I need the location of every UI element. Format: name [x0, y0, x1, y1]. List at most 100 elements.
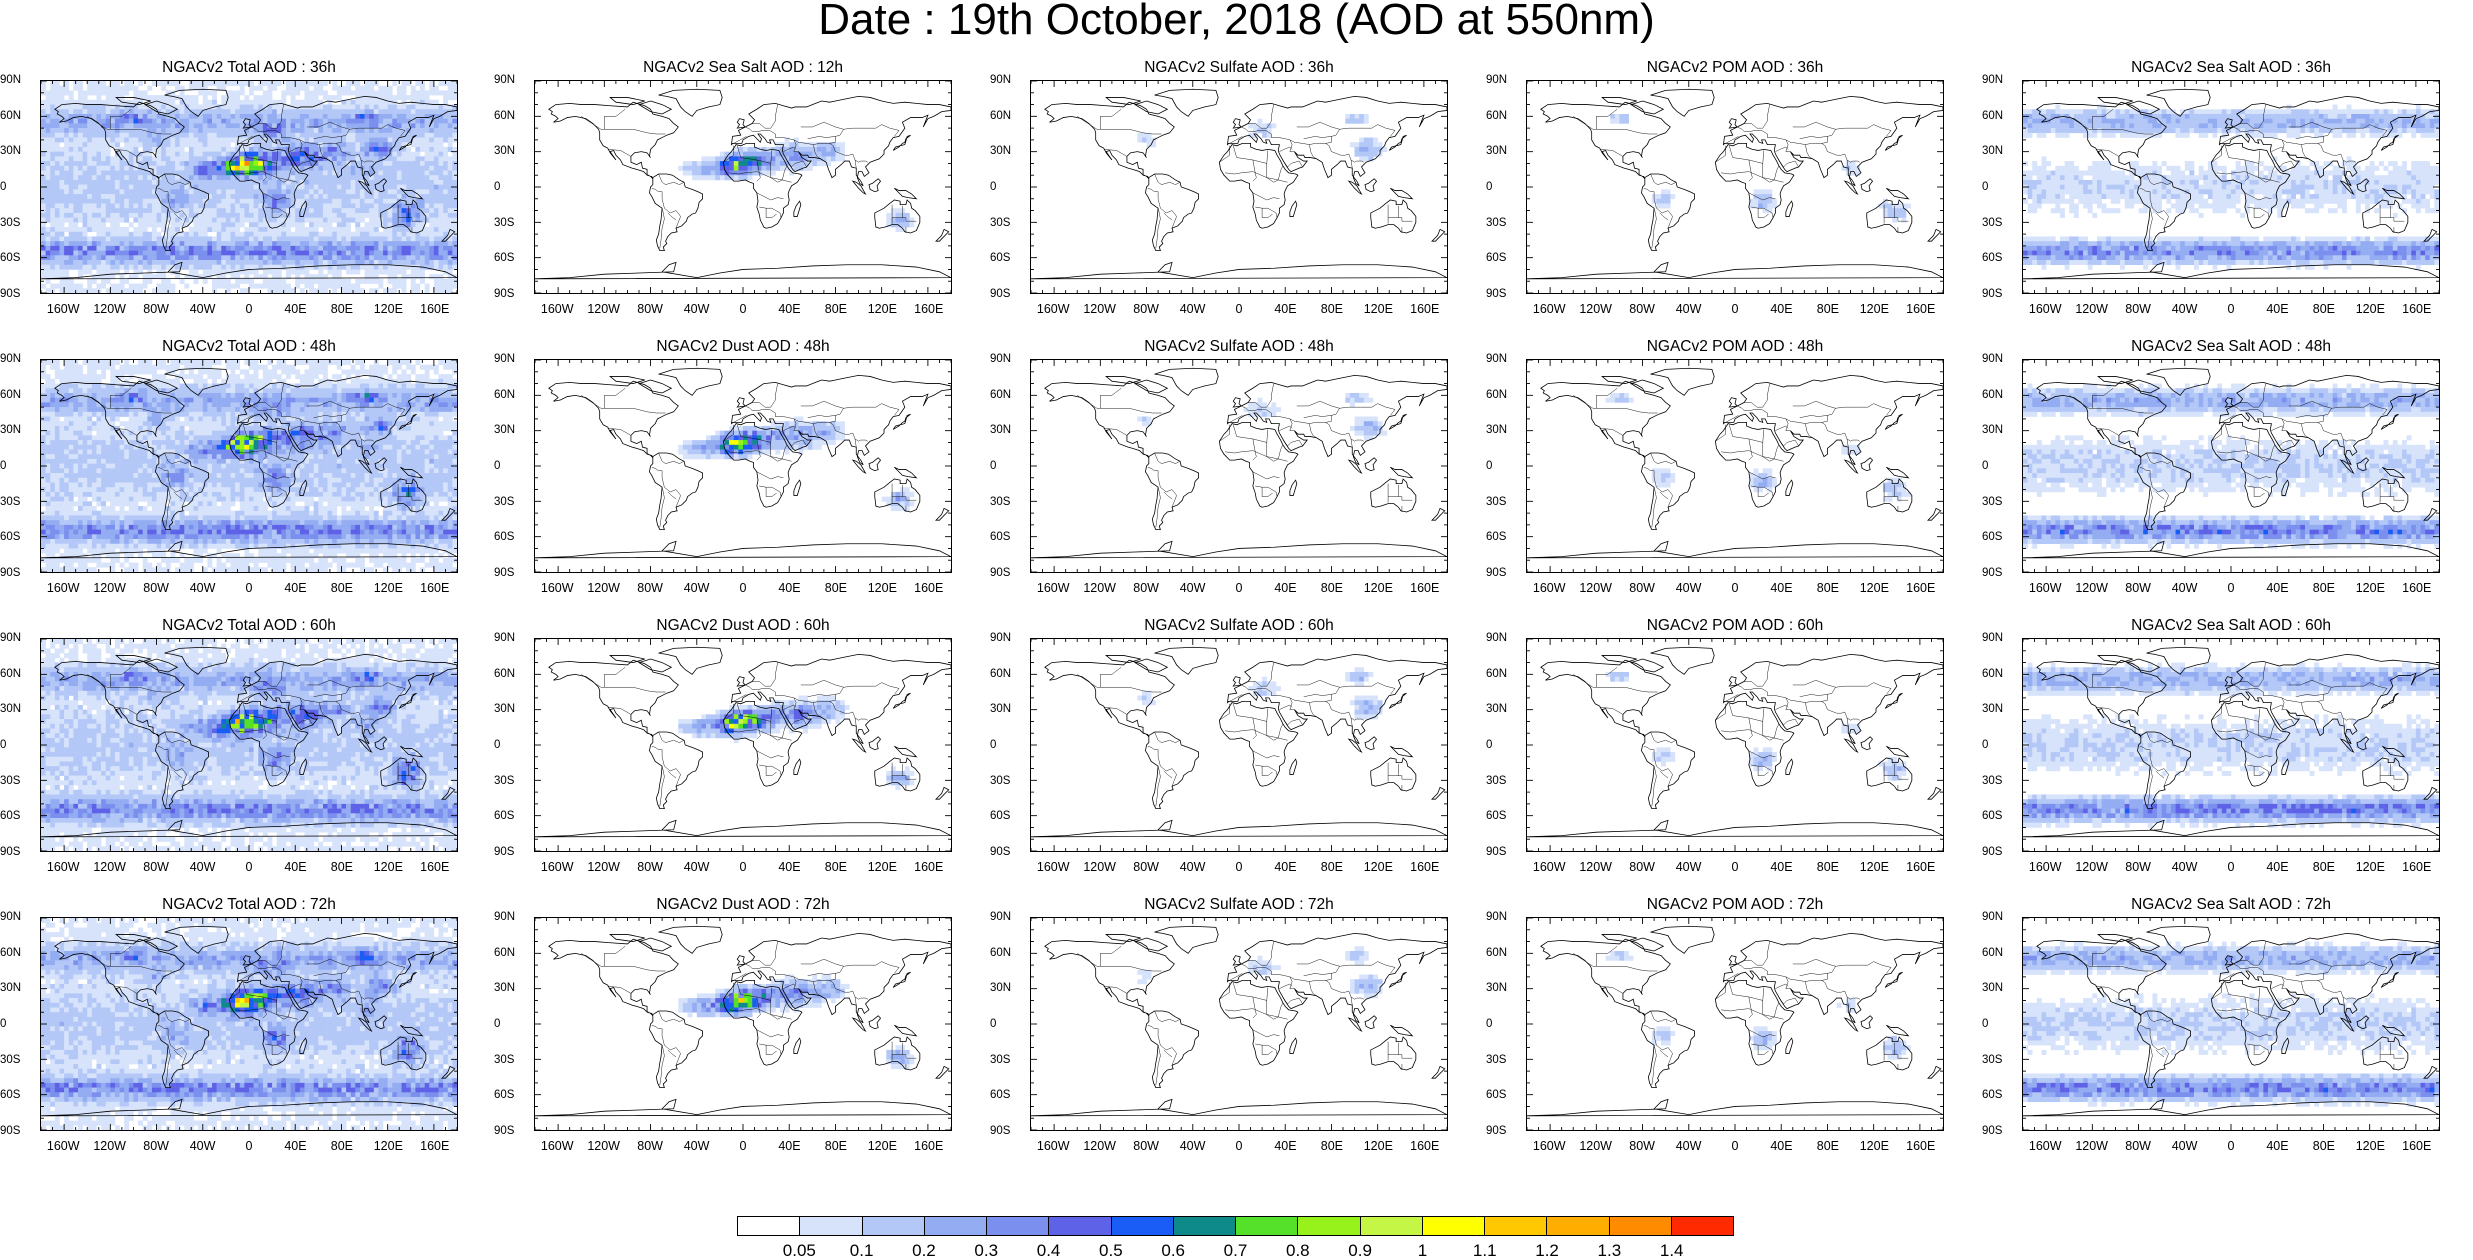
- lat-tick-label: 30S: [494, 217, 514, 229]
- lat-tick-label: 0: [990, 1018, 1010, 1030]
- lat-tick-label: 30N: [1982, 424, 2003, 436]
- lat-tick-label: 90N: [0, 353, 21, 365]
- lon-tick-label: 120W: [1574, 1139, 1618, 1153]
- colorbar-swatch: [1049, 1217, 1112, 1235]
- lat-tick-label: 90N: [0, 74, 21, 86]
- map-panel: NGACv2 Sulfate AOD : 36h 90N 60N 30N 0 30S 60S…: [990, 58, 1448, 318]
- lon-tick-label: 40W: [1667, 581, 1711, 595]
- colorbar-swatch: [1173, 1217, 1236, 1235]
- lon-tick-label: 160E: [2395, 581, 2439, 595]
- lon-tick-label: 160E: [907, 302, 951, 316]
- aod-field: [1605, 392, 1911, 502]
- lat-tick-label: 60N: [990, 668, 1011, 680]
- map-plot: [1030, 80, 1448, 294]
- aod-field: [2023, 383, 2439, 549]
- lon-tick-label: 0: [227, 860, 271, 874]
- colorbar-swatch: [862, 1217, 925, 1235]
- colorbar-level-label: 0.3: [966, 1242, 1006, 1260]
- panel-title: NGACv2 Sea Salt AOD : 36h: [2022, 58, 2440, 78]
- coastlines: [535, 88, 951, 280]
- country-borders: [1077, 104, 1413, 249]
- lat-tick-label: 60S: [1486, 1089, 1506, 1101]
- lon-tick-label: 160E: [2395, 302, 2439, 316]
- lon-tick-label: 80E: [2302, 860, 2346, 874]
- lat-tick-label: 90N: [990, 353, 1011, 365]
- map-panel: NGACv2 Sulfate AOD : 48h 90N 60N 30N 0 30S 60S…: [990, 337, 1448, 597]
- lon-tick-label: 40E: [1263, 860, 1307, 874]
- map-panel: NGACv2 Sea Salt AOD : 60h 90N 60N 30N 0 30S 60…: [1982, 616, 2440, 876]
- lat-tick-label: 60S: [0, 252, 20, 264]
- lon-tick-label: 40W: [181, 302, 225, 316]
- map-plot: [534, 80, 952, 294]
- lat-tick-label: 30S: [1982, 496, 2002, 508]
- map-plot: [2022, 917, 2440, 1131]
- lon-tick-label: 0: [721, 581, 765, 595]
- lon-tick-label: 40W: [2163, 581, 2207, 595]
- aod-map: [1031, 81, 1447, 293]
- map-panel: NGACv2 Total AOD : 48h 90N 60N 30N 0 30S 60S 90…: [0, 337, 458, 597]
- panel-title: NGACv2 Sea Salt AOD : 48h: [2022, 337, 2440, 357]
- lon-tick-label: 80W: [2116, 1139, 2160, 1153]
- lat-tick-label: 60S: [494, 531, 514, 543]
- lon-tick-label: 120W: [88, 860, 132, 874]
- lon-tick-label: 120W: [1574, 581, 1618, 595]
- lat-tick-label: 90S: [990, 846, 1010, 858]
- lat-tick-label: 90S: [990, 1125, 1010, 1137]
- lon-tick-label: 80W: [1124, 1139, 1168, 1153]
- aod-field: [2023, 104, 2439, 270]
- lon-tick-label: 160W: [2023, 581, 2067, 595]
- lon-tick-label: 120E: [1852, 1139, 1896, 1153]
- lon-tick-label: 40E: [767, 581, 811, 595]
- colorbar-level-label: 1.3: [1589, 1242, 1629, 1260]
- lon-tick-label: 160E: [1899, 860, 1943, 874]
- map-panel: NGACv2 Total AOD : 60h 90N 60N 30N 0 30S 60S 90…: [0, 616, 458, 876]
- lat-tick-label: 60N: [0, 668, 21, 680]
- lat-tick-label: 60S: [1982, 1089, 2002, 1101]
- aod-map: [1031, 360, 1447, 572]
- aod-field: [41, 81, 457, 293]
- lon-tick-label: 120W: [2070, 581, 2114, 595]
- lon-tick-label: 0: [721, 302, 765, 316]
- lat-tick-label: 30N: [1486, 703, 1507, 715]
- lat-tick-label: 30N: [990, 424, 1011, 436]
- lon-tick-label: 40E: [1759, 581, 1803, 595]
- lon-tick-label: 40W: [675, 1139, 719, 1153]
- lat-tick-label: 90N: [1982, 353, 2003, 365]
- lat-tick-label: 30S: [1486, 775, 1506, 787]
- lon-tick-label: 40W: [2163, 1139, 2207, 1153]
- lon-tick-label: 0: [721, 1139, 765, 1153]
- axis-ticks: [1031, 360, 1447, 572]
- lat-tick-label: 30S: [494, 1054, 514, 1066]
- lon-tick-label: 120W: [1078, 1139, 1122, 1153]
- map-plot: [40, 917, 458, 1131]
- colorbar-swatch: [1609, 1217, 1672, 1235]
- lat-tick-label: 30S: [990, 496, 1010, 508]
- lon-tick-label: 80E: [1310, 1139, 1354, 1153]
- lon-tick-label: 160W: [41, 860, 85, 874]
- lat-tick-label: 90N: [0, 632, 21, 644]
- aod-field: [678, 695, 915, 791]
- lat-tick-label: 60S: [990, 531, 1010, 543]
- lon-tick-label: 160W: [41, 1139, 85, 1153]
- axis-ticks: [41, 81, 457, 293]
- lat-tick-label: 60S: [0, 531, 20, 543]
- lat-tick-label: 60N: [1982, 947, 2003, 959]
- lat-tick-label: 60S: [1486, 531, 1506, 543]
- lat-tick-label: 90N: [1982, 632, 2003, 644]
- aod-map: [1527, 918, 1943, 1130]
- lon-tick-label: 80W: [1620, 581, 1664, 595]
- aod-field: [2023, 941, 2439, 1107]
- lon-tick-label: 120E: [1356, 581, 1400, 595]
- panel-title: NGACv2 Total AOD : 72h: [40, 895, 458, 915]
- panel-title: NGACv2 POM AOD : 48h: [1526, 337, 1944, 357]
- lat-tick-label: 90S: [494, 1125, 514, 1137]
- lat-tick-label: 30S: [1486, 1054, 1506, 1066]
- lon-tick-label: 80E: [1310, 581, 1354, 595]
- lon-tick-label: 40E: [273, 1139, 317, 1153]
- lon-tick-label: 160W: [1527, 1139, 1571, 1153]
- aod-map: [2023, 918, 2439, 1130]
- lat-tick-label: 60S: [0, 1089, 20, 1101]
- lon-tick-label: 120W: [1078, 581, 1122, 595]
- colorbar-swatch: [1547, 1217, 1610, 1235]
- lon-tick-label: 40E: [2255, 581, 2299, 595]
